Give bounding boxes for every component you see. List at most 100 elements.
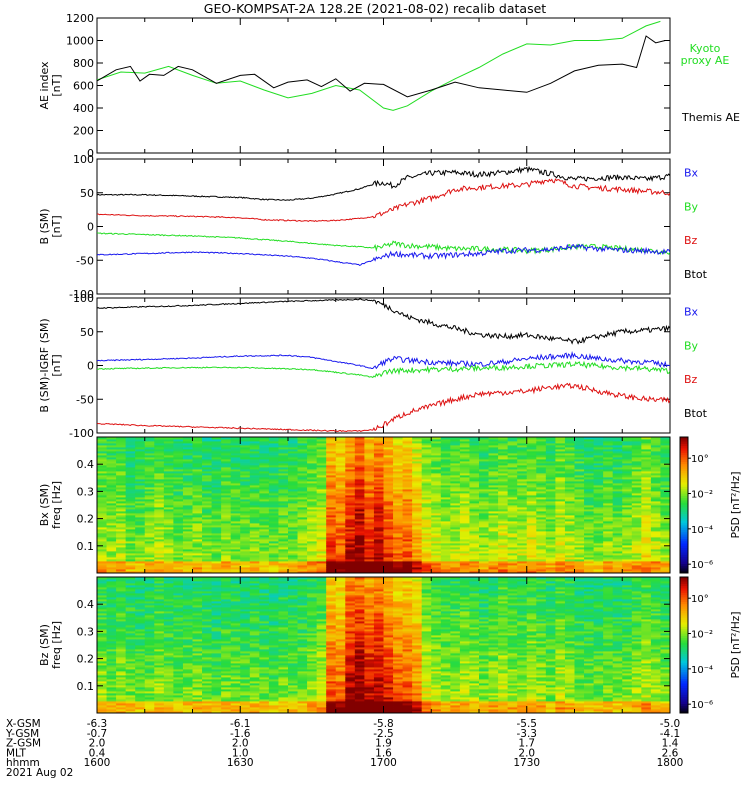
psd-cell bbox=[421, 447, 432, 450]
psd-cell bbox=[564, 489, 575, 492]
psd-cell bbox=[603, 507, 614, 510]
psd-cell bbox=[182, 543, 193, 546]
psd-cell bbox=[440, 469, 451, 472]
psd-cell bbox=[163, 609, 174, 612]
psd-cell bbox=[631, 445, 642, 448]
psd-cell bbox=[163, 499, 174, 502]
psd-cell bbox=[564, 443, 575, 446]
psd-cell bbox=[612, 509, 623, 512]
psd-cell bbox=[278, 487, 289, 490]
psd-cell bbox=[383, 463, 394, 466]
psd-cell bbox=[364, 437, 375, 440]
psd-cell bbox=[421, 487, 432, 490]
psd-cell bbox=[163, 479, 174, 482]
y-tick-label: 100 bbox=[73, 292, 94, 305]
psd-cell bbox=[345, 521, 356, 524]
psd-cell bbox=[641, 485, 652, 488]
psd-cell bbox=[555, 513, 566, 516]
psd-cell bbox=[316, 495, 327, 498]
psd-cell bbox=[97, 591, 107, 594]
psd-cell bbox=[393, 523, 403, 526]
psd-cell bbox=[469, 541, 480, 544]
psd-cell bbox=[641, 563, 652, 566]
psd-cell bbox=[593, 483, 604, 486]
psd-cell bbox=[574, 471, 585, 474]
psd-cell bbox=[412, 469, 423, 472]
psd-cell bbox=[106, 465, 117, 468]
psd-cell bbox=[584, 559, 594, 562]
psd-cell bbox=[421, 477, 432, 480]
psd-cell bbox=[163, 651, 174, 654]
psd-cell bbox=[402, 543, 413, 546]
psd-cell bbox=[536, 565, 547, 568]
psd-cell bbox=[116, 637, 127, 640]
psd-cell bbox=[116, 459, 127, 462]
psd-cell bbox=[97, 667, 107, 670]
psd-cell bbox=[144, 627, 155, 630]
psd-cell bbox=[135, 481, 146, 484]
psd-cell bbox=[526, 447, 537, 450]
psd-cell bbox=[259, 483, 270, 486]
psd-cell bbox=[240, 475, 251, 478]
psd-cell bbox=[211, 437, 222, 440]
psd-cell bbox=[345, 459, 356, 462]
psd-cell bbox=[268, 533, 279, 536]
psd-cell bbox=[125, 663, 136, 666]
psd-cell bbox=[106, 495, 117, 498]
psd-cell bbox=[564, 451, 575, 454]
psd-cell bbox=[211, 489, 222, 492]
psd-cell bbox=[116, 469, 127, 472]
psd-cell bbox=[116, 691, 127, 694]
series-line-by bbox=[97, 178, 670, 222]
psd-cell bbox=[517, 481, 528, 484]
psd-cell bbox=[393, 551, 403, 554]
psd-cell bbox=[173, 457, 184, 460]
psd-cell bbox=[106, 645, 117, 648]
psd-cell bbox=[650, 465, 661, 468]
psd-cell bbox=[163, 703, 174, 706]
psd-cell bbox=[288, 479, 298, 482]
psd-cell bbox=[173, 515, 184, 518]
psd-cell bbox=[163, 539, 174, 542]
psd-cell bbox=[221, 571, 232, 574]
psd-cell bbox=[125, 507, 136, 510]
psd-cell bbox=[307, 521, 318, 524]
psd-cell bbox=[631, 493, 642, 496]
psd-cell bbox=[650, 459, 661, 462]
psd-cell bbox=[555, 571, 566, 574]
psd-cell bbox=[450, 475, 461, 478]
psd-cell bbox=[144, 497, 155, 500]
psd-cell bbox=[106, 511, 117, 514]
psd-cell bbox=[106, 547, 117, 550]
psd-cell bbox=[479, 533, 489, 536]
psd-cell bbox=[192, 437, 203, 440]
psd-cell bbox=[421, 483, 432, 486]
psd-cell bbox=[288, 447, 298, 450]
psd-cell bbox=[192, 565, 203, 568]
psd-cell bbox=[526, 445, 537, 448]
psd-cell bbox=[316, 521, 327, 524]
psd-cell bbox=[97, 445, 107, 448]
psd-cell bbox=[488, 479, 499, 482]
psd-cell bbox=[507, 549, 518, 552]
psd-cell bbox=[297, 513, 308, 516]
psd-cell bbox=[259, 501, 270, 504]
psd-cell bbox=[345, 539, 356, 542]
psd-cell bbox=[498, 465, 509, 468]
psd-cell bbox=[526, 471, 537, 474]
psd-cell bbox=[106, 543, 117, 546]
psd-cell bbox=[393, 505, 403, 508]
psd-cell bbox=[116, 595, 127, 598]
psd-cell bbox=[354, 543, 365, 546]
psd-cell bbox=[450, 537, 461, 540]
psd-cell bbox=[135, 681, 146, 684]
psd-cell bbox=[440, 569, 451, 572]
psd-cell bbox=[97, 505, 107, 508]
psd-cell bbox=[230, 469, 241, 472]
psd-cell bbox=[249, 551, 260, 554]
psd-cell bbox=[106, 525, 117, 528]
psd-cell bbox=[631, 547, 642, 550]
psd-cell bbox=[660, 481, 671, 484]
psd-cell bbox=[116, 625, 127, 628]
psd-cell bbox=[431, 447, 442, 450]
